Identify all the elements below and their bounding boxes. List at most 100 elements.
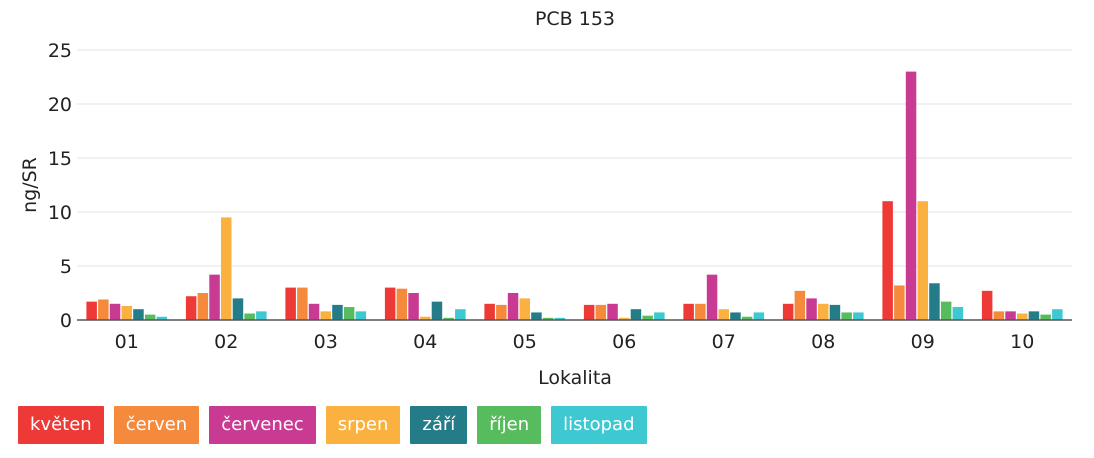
bar-09-0 — [882, 201, 893, 320]
bar-10-1 — [993, 311, 1005, 320]
bar-04-3 — [420, 316, 431, 320]
bar-05-2 — [507, 293, 519, 320]
bar-07-1 — [695, 303, 706, 320]
bar-01-4 — [133, 309, 144, 320]
bar-08-0 — [782, 303, 794, 320]
y-tick-label: 15 — [48, 148, 72, 170]
bar-07-3 — [718, 309, 729, 320]
bar-01-5 — [144, 314, 156, 320]
bar-03-0 — [285, 287, 296, 320]
bar-01-0 — [86, 301, 97, 320]
bar-06-1 — [595, 304, 607, 320]
legend-item: červenec — [209, 406, 316, 444]
bar-02-1 — [197, 293, 209, 320]
bar-02-4 — [232, 298, 244, 320]
bar-02-0 — [185, 296, 197, 320]
x-tick-label: 01 — [115, 331, 139, 353]
bar-03-2 — [308, 303, 320, 320]
bar-05-1 — [496, 304, 507, 320]
x-tick-label: 10 — [1010, 331, 1034, 353]
bar-01-1 — [98, 299, 109, 320]
y-tick-label: 25 — [48, 40, 72, 62]
bar-02-6 — [256, 311, 267, 320]
bar-03-5 — [343, 307, 355, 320]
bar-10-4 — [1028, 311, 1040, 320]
chart-title: PCB 153 — [535, 8, 615, 30]
bar-06-4 — [630, 309, 642, 320]
x-tick-label: 06 — [612, 331, 636, 353]
legend-item: říjen — [477, 406, 542, 444]
bar-08-2 — [806, 298, 817, 320]
bar-04-4 — [431, 301, 443, 320]
legend: květen červen červenec srpen září říjen listop… — [18, 406, 647, 444]
bar-07-4 — [730, 312, 741, 320]
bars — [86, 71, 1063, 320]
bar-09-4 — [929, 283, 940, 320]
bar-07-5 — [741, 316, 753, 320]
bar-06-5 — [642, 315, 653, 320]
bar-08-3 — [818, 303, 829, 320]
bar-05-4 — [531, 312, 542, 320]
bar-03-6 — [355, 311, 367, 320]
bar-06-0 — [583, 304, 595, 320]
y-tick-label: 10 — [48, 202, 72, 224]
bar-09-2 — [905, 71, 917, 320]
legend-item: červen — [113, 406, 200, 444]
legend-item: září — [410, 406, 468, 444]
bar-05-0 — [484, 303, 495, 320]
bar-03-3 — [320, 311, 331, 320]
bar-10-0 — [981, 290, 993, 320]
bar-04-1 — [396, 288, 408, 320]
y-tick-label: 20 — [48, 94, 72, 116]
bar-04-2 — [408, 293, 419, 320]
y-axis-label: ng/SR — [19, 157, 41, 213]
bar-10-5 — [1040, 314, 1051, 320]
bar-03-1 — [297, 287, 308, 320]
bar-01-6 — [156, 316, 168, 320]
bar-09-3 — [917, 201, 928, 320]
bar-10-6 — [1052, 309, 1063, 320]
x-tick-label: 04 — [413, 331, 437, 353]
bar-03-4 — [332, 304, 343, 320]
bar-07-2 — [706, 274, 718, 320]
bar-05-3 — [519, 298, 530, 320]
bar-08-6 — [853, 312, 864, 320]
x-axis-ticks: 01 02 03 04 05 06 07 08 09 10 — [115, 331, 1035, 353]
y-tick-label: 0 — [60, 310, 72, 332]
bar-02-5 — [244, 313, 255, 320]
bar-01-2 — [109, 303, 121, 320]
x-tick-label: 07 — [712, 331, 736, 353]
bar-08-1 — [794, 290, 806, 320]
x-tick-label: 03 — [314, 331, 338, 353]
bar-09-6 — [952, 307, 964, 320]
x-tick-label: 02 — [214, 331, 238, 353]
bar-05-5 — [542, 317, 554, 320]
bar-10-3 — [1017, 313, 1028, 320]
x-axis-label: Lokalita — [538, 367, 612, 389]
bar-09-1 — [894, 285, 905, 320]
legend-item: srpen — [325, 406, 401, 444]
bar-08-4 — [829, 304, 841, 320]
bar-08-5 — [841, 312, 852, 320]
bar-02-2 — [209, 274, 220, 320]
x-tick-label: 05 — [513, 331, 537, 353]
bar-04-0 — [384, 287, 396, 320]
bar-02-3 — [221, 217, 232, 320]
bar-05-6 — [554, 317, 566, 320]
bar-04-6 — [455, 309, 466, 320]
bar-07-6 — [753, 312, 765, 320]
bar-09-5 — [940, 301, 952, 320]
y-tick-label: 5 — [60, 256, 72, 278]
bar-10-2 — [1005, 311, 1016, 320]
legend-item: listopad — [551, 406, 647, 444]
y-axis-ticks: 0 5 10 15 20 25 — [48, 40, 72, 332]
bar-07-0 — [683, 303, 694, 320]
legend-item: květen — [18, 406, 104, 444]
bar-06-6 — [654, 312, 665, 320]
bar-01-3 — [121, 305, 132, 320]
bar-06-3 — [619, 317, 630, 320]
x-tick-label: 08 — [811, 331, 835, 353]
x-tick-label: 09 — [911, 331, 935, 353]
bar-06-2 — [607, 303, 618, 320]
